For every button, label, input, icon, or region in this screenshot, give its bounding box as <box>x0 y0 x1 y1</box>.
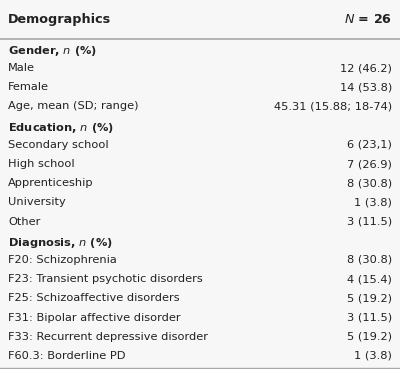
Text: Diagnosis, $\mathit{n}$ (%): Diagnosis, $\mathit{n}$ (%) <box>8 236 113 250</box>
Text: 8 (30.8): 8 (30.8) <box>347 255 392 265</box>
Text: Education, $\mathit{n}$ (%): Education, $\mathit{n}$ (%) <box>8 121 114 135</box>
Text: F20: Schizophrenia: F20: Schizophrenia <box>8 255 117 265</box>
Text: 45.31 (15.88; 18-74): 45.31 (15.88; 18-74) <box>274 101 392 111</box>
Text: 1 (3.8): 1 (3.8) <box>354 197 392 207</box>
Text: High school: High school <box>8 159 75 169</box>
Text: F23: Transient psychotic disorders: F23: Transient psychotic disorders <box>8 274 203 284</box>
Text: Apprenticeship: Apprenticeship <box>8 178 94 188</box>
Text: 3 (11.5): 3 (11.5) <box>347 217 392 227</box>
Text: 12 (46.2): 12 (46.2) <box>340 63 392 73</box>
Text: F31: Bipolar affective disorder: F31: Bipolar affective disorder <box>8 313 181 323</box>
Text: Gender, $\mathit{n}$ (%): Gender, $\mathit{n}$ (%) <box>8 44 97 58</box>
Text: Female: Female <box>8 82 49 92</box>
Text: Secondary school: Secondary school <box>8 140 109 150</box>
Text: F25: Schizoaffective disorders: F25: Schizoaffective disorders <box>8 293 180 303</box>
Text: 5 (19.2): 5 (19.2) <box>347 332 392 342</box>
Text: F60.3: Borderline PD: F60.3: Borderline PD <box>8 351 126 361</box>
Text: Other: Other <box>8 217 40 227</box>
Text: Demographics: Demographics <box>8 13 111 26</box>
Text: F33: Recurrent depressive disorder: F33: Recurrent depressive disorder <box>8 332 208 342</box>
Text: 14 (53.8): 14 (53.8) <box>340 82 392 92</box>
Text: Age, mean (SD; range): Age, mean (SD; range) <box>8 101 138 111</box>
Text: 4 (15.4): 4 (15.4) <box>347 274 392 284</box>
Text: $\mathit{N}$ = 26: $\mathit{N}$ = 26 <box>344 13 392 26</box>
Text: 8 (30.8): 8 (30.8) <box>347 178 392 188</box>
Text: 7 (26.9): 7 (26.9) <box>347 159 392 169</box>
Text: 3 (11.5): 3 (11.5) <box>347 313 392 323</box>
Text: 1 (3.8): 1 (3.8) <box>354 351 392 361</box>
Text: 6 (23,1): 6 (23,1) <box>347 140 392 150</box>
Text: 5 (19.2): 5 (19.2) <box>347 293 392 303</box>
Text: Male: Male <box>8 63 35 73</box>
Text: University: University <box>8 197 66 207</box>
